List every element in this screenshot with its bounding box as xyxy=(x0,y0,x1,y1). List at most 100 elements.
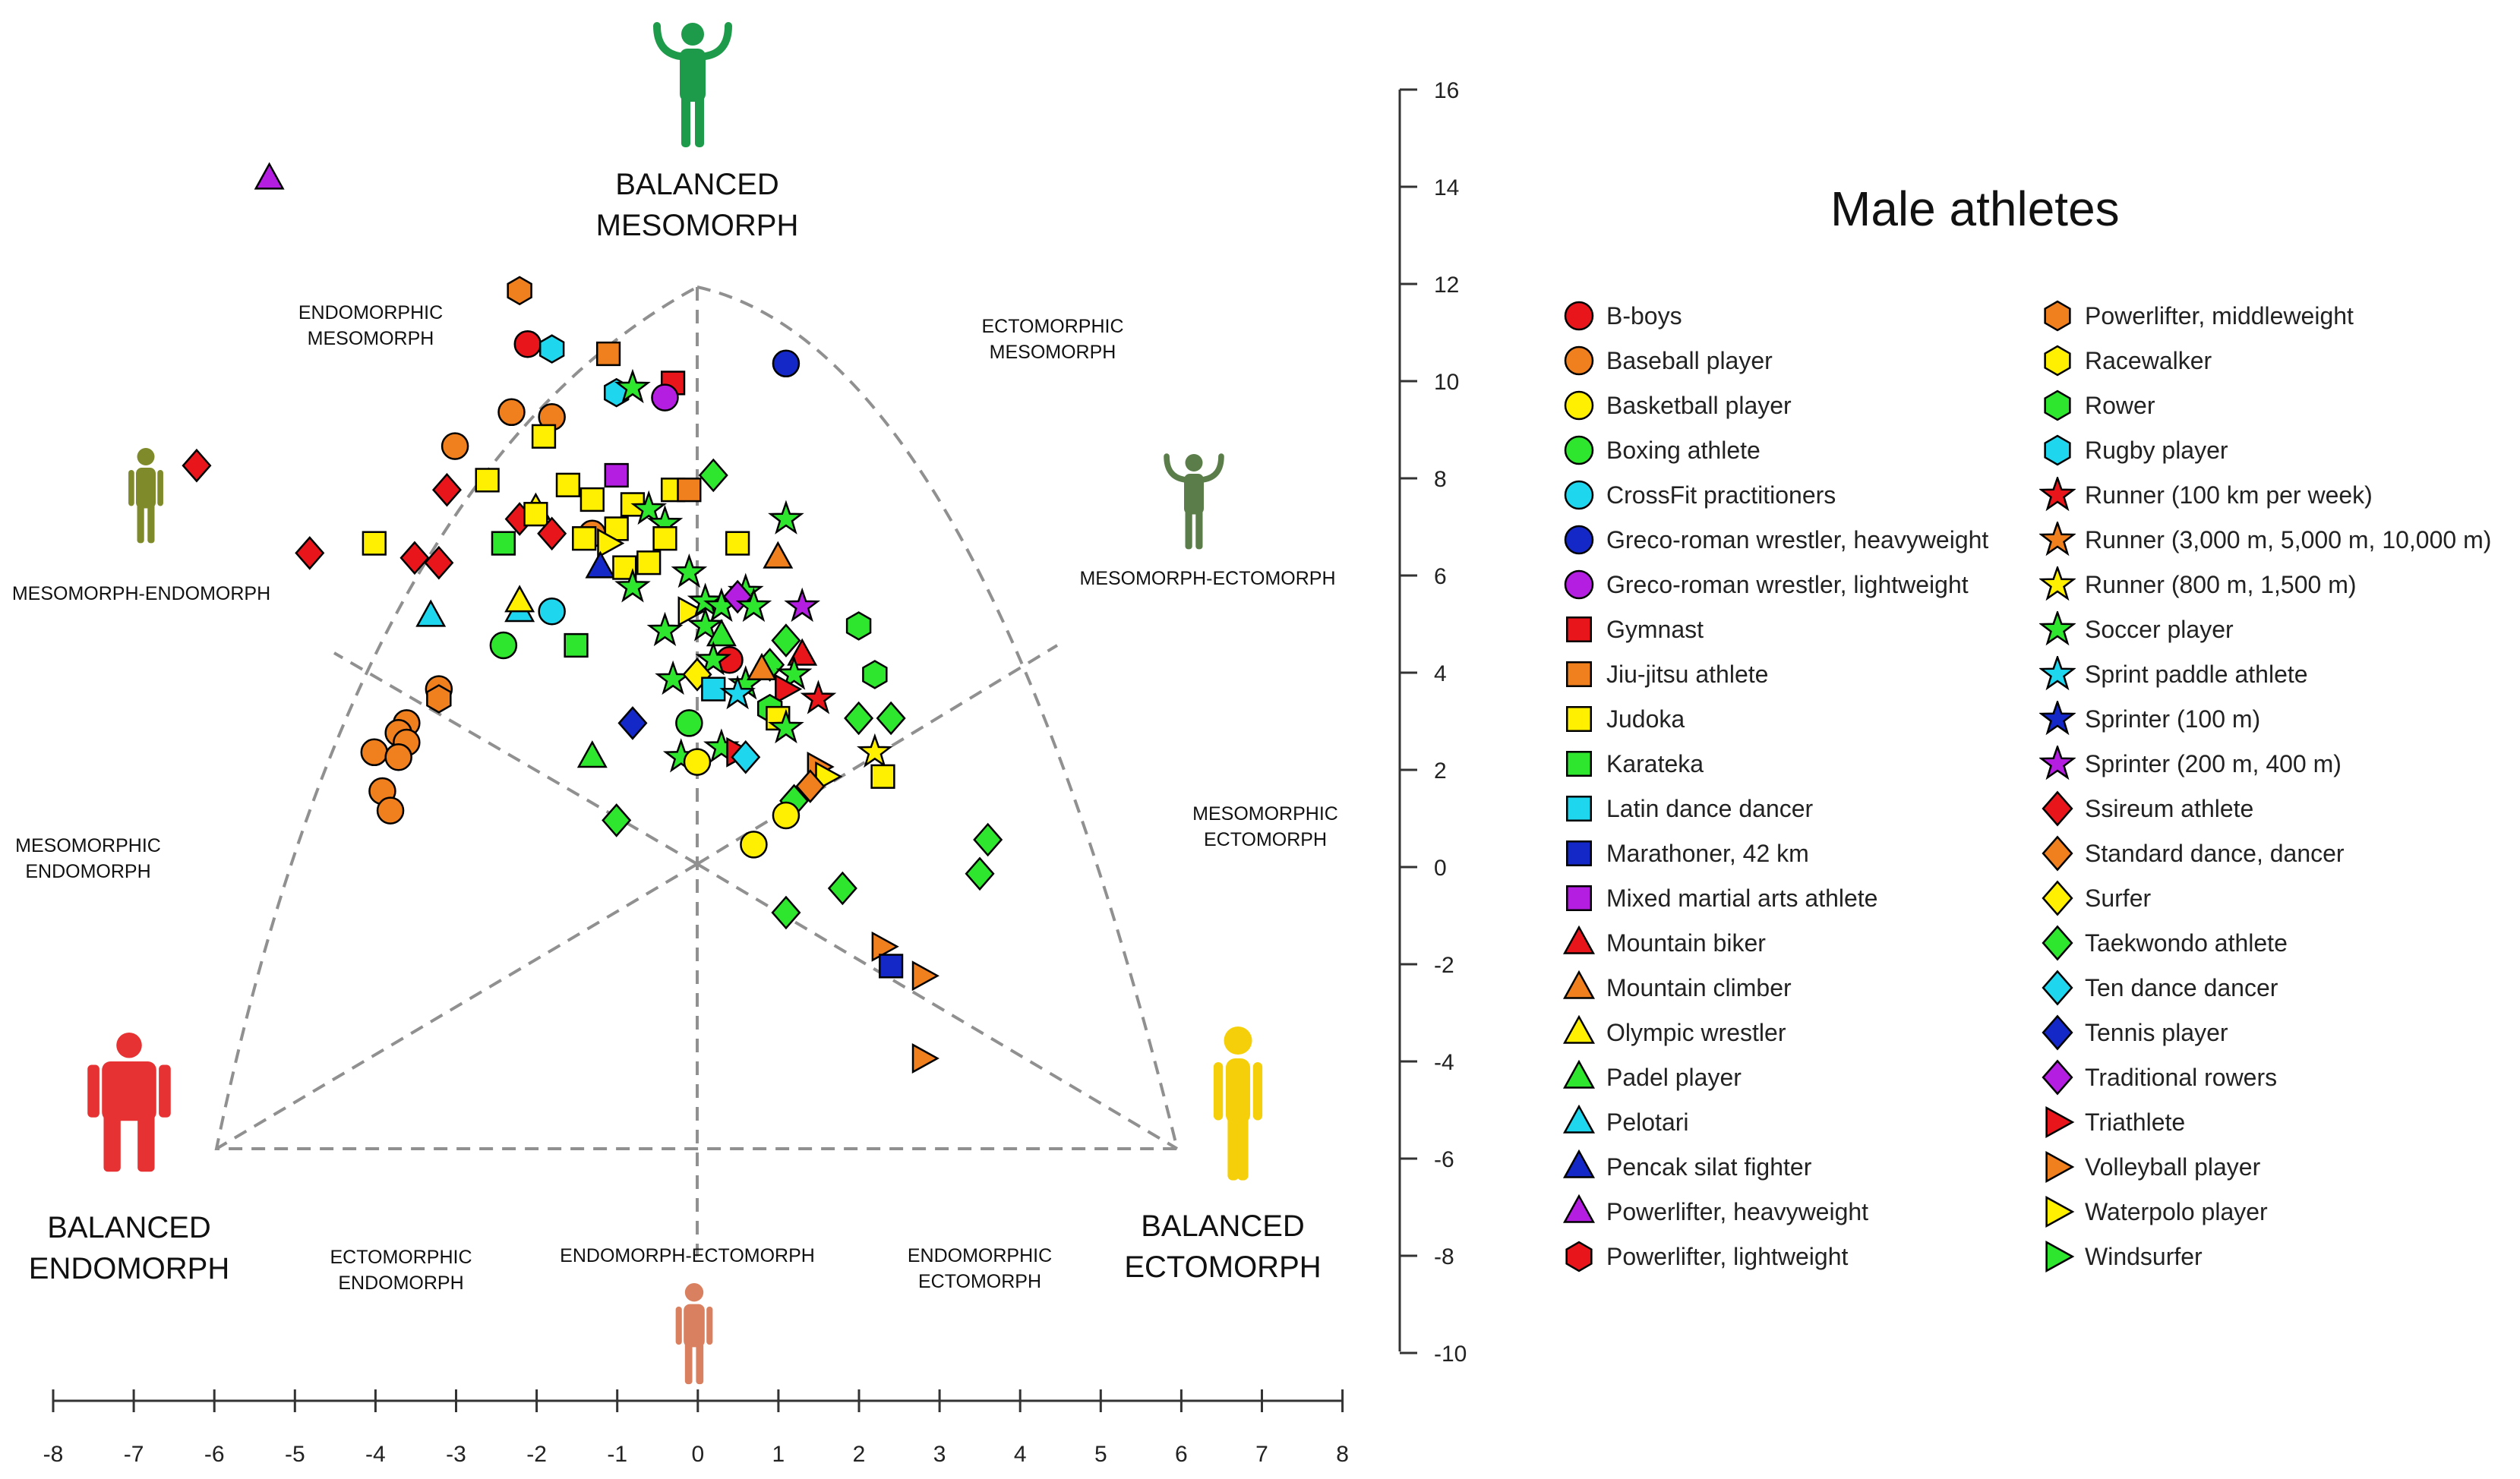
data-point xyxy=(636,550,662,576)
data-point xyxy=(507,276,532,306)
legend-item: Powerlifter, middleweight xyxy=(2039,298,2354,334)
legend-item: Greco-roman wrestler, heavyweight xyxy=(1561,522,1988,558)
legend-marker xyxy=(2042,925,2073,961)
legend-label: Powerlifter, heavyweight xyxy=(1606,1197,1869,1225)
legend-label: Ssireum athlete xyxy=(2085,794,2254,822)
legend-marker-icon xyxy=(1562,1149,1596,1178)
data-point xyxy=(295,536,325,570)
x-tick-label: -3 xyxy=(446,1442,466,1467)
legend-label: Tennis player xyxy=(2085,1018,2228,1046)
data-point xyxy=(523,502,548,527)
legend-marker-icon xyxy=(2044,345,2071,377)
label-ectomorphic-mesomorph-1: ECTOMORPHIC xyxy=(981,316,1123,337)
legend-item: B-boys xyxy=(1561,298,1682,334)
data-point xyxy=(871,931,899,962)
legend-marker xyxy=(2044,300,2071,332)
legend-item: Sprinter (100 m) xyxy=(2039,701,2260,737)
data-point xyxy=(911,1043,939,1074)
legend-label: Waterpolo player xyxy=(2085,1197,2268,1225)
data-point xyxy=(431,472,462,507)
x-tick-label: 4 xyxy=(1014,1442,1027,1467)
x-tick-label: 6 xyxy=(1175,1442,1188,1467)
data-point xyxy=(687,607,724,642)
x-tick-label: 2 xyxy=(853,1442,866,1467)
legend-marker-icon xyxy=(1564,345,1594,376)
legend-marker-icon xyxy=(2039,566,2076,601)
legend-label: Greco-roman wrestler, heavyweight xyxy=(1606,525,1989,553)
legend-label: Triathlete xyxy=(2085,1108,2186,1136)
data-point xyxy=(614,568,651,603)
figure-torso xyxy=(680,49,706,102)
data-point xyxy=(182,448,212,483)
legend-marker-icon xyxy=(1566,751,1592,777)
legend-marker xyxy=(2044,434,2071,466)
data-point xyxy=(772,349,801,378)
legend-marker xyxy=(2039,701,2076,736)
data-point xyxy=(965,856,995,891)
data-point xyxy=(491,531,516,556)
legend-item: Runner (800 m, 1,500 m) xyxy=(2039,566,2357,603)
data-point xyxy=(683,748,712,776)
legend-item: Karateka xyxy=(1561,746,1704,782)
legend-item: Racewalker xyxy=(2039,342,2212,379)
data-point xyxy=(617,706,648,740)
figure-leg xyxy=(1227,1115,1239,1181)
legend-marker-icon xyxy=(1566,706,1592,732)
mesomorph-figure-icon xyxy=(653,22,732,147)
zone-line-left xyxy=(333,651,699,866)
data-point xyxy=(376,796,405,825)
legend-item: Pelotari xyxy=(1561,1104,1689,1140)
data-point xyxy=(671,553,708,588)
figure-leg xyxy=(137,1112,155,1172)
endomorph-figure-icon xyxy=(87,1033,171,1172)
legend-label: Sprinter (200 m, 400 m) xyxy=(2085,749,2342,777)
legend-item: Standard dance, dancer xyxy=(2039,835,2345,872)
figure-arm xyxy=(1213,1061,1224,1121)
data-point xyxy=(787,638,818,666)
data-point xyxy=(426,684,452,714)
legend-marker-icon xyxy=(1566,661,1592,687)
data-point xyxy=(504,585,535,613)
data-point xyxy=(844,701,874,736)
legend-marker-icon xyxy=(2042,1059,2073,1096)
legend-marker xyxy=(1564,525,1594,555)
data-point xyxy=(612,555,637,580)
data-point xyxy=(784,587,821,623)
legend-marker-icon xyxy=(1562,1014,1596,1044)
legend-item: Boxing athlete xyxy=(1561,432,1761,468)
legend-item: Gymnast xyxy=(1561,611,1704,648)
data-point xyxy=(719,674,756,710)
data-point xyxy=(651,383,679,412)
legend-label: Windsurfer xyxy=(2085,1242,2203,1270)
figure-head xyxy=(684,1283,704,1302)
legend-item: Windsurfer xyxy=(2039,1238,2203,1275)
figure-head xyxy=(1224,1026,1252,1055)
legend-marker-icon xyxy=(2044,300,2071,332)
figure-leg xyxy=(137,502,144,544)
legend-marker-icon xyxy=(2044,389,2071,421)
data-point xyxy=(538,334,565,364)
figure-leg xyxy=(1185,508,1192,550)
legend-marker xyxy=(2045,1195,2075,1228)
legend-marker xyxy=(1566,661,1592,687)
legend-item: Jiu-jitsu athlete xyxy=(1561,656,1768,692)
data-point xyxy=(475,468,500,493)
legend-marker xyxy=(1566,706,1592,732)
data-point xyxy=(604,462,629,488)
data-point xyxy=(555,472,581,497)
x-tick-label: 0 xyxy=(691,1442,704,1467)
figure-leg xyxy=(695,94,704,147)
legend-label: Volleyball player xyxy=(2085,1153,2261,1181)
y-tick-label: -4 xyxy=(1434,1050,1454,1075)
figure-head xyxy=(137,448,155,465)
y-tick-label: 4 xyxy=(1434,661,1447,686)
legend-label: Basketball player xyxy=(1606,391,1792,419)
data-point xyxy=(362,531,387,556)
data-point xyxy=(747,652,778,680)
data-point xyxy=(597,528,625,559)
legend-item: Tennis player xyxy=(2039,1014,2228,1051)
legend-label: Mountain biker xyxy=(1606,929,1766,957)
data-point xyxy=(768,500,804,535)
figure-head xyxy=(681,23,704,46)
legend-label: B-boys xyxy=(1606,301,1682,330)
